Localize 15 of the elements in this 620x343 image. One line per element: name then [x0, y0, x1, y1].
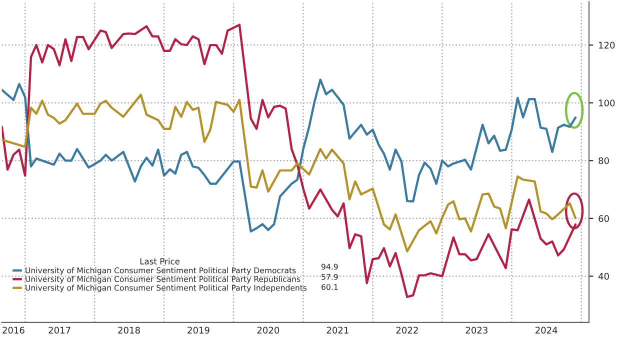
x-tick-label: 2022: [396, 326, 418, 334]
x-tick-label: 2023: [466, 326, 488, 334]
x-tick-label: 2018: [118, 326, 140, 334]
y-tick-label: 40: [598, 272, 609, 280]
y-tick-label: 120: [599, 42, 615, 49]
x-tick-label: 2021: [326, 326, 348, 334]
legend-title: Last Price: [140, 258, 180, 264]
x-tick-label: 2019: [188, 326, 210, 334]
y-tick-label: 80: [598, 157, 609, 164]
y-tick-label: 100: [599, 100, 615, 106]
x-tick-label: 2016: [2, 326, 24, 334]
x-tick-label: 2017: [48, 326, 70, 334]
y-tick-label: 60: [598, 215, 609, 222]
x-tick-label: 2024: [536, 326, 558, 334]
x-tick-label: 2020: [257, 326, 280, 334]
